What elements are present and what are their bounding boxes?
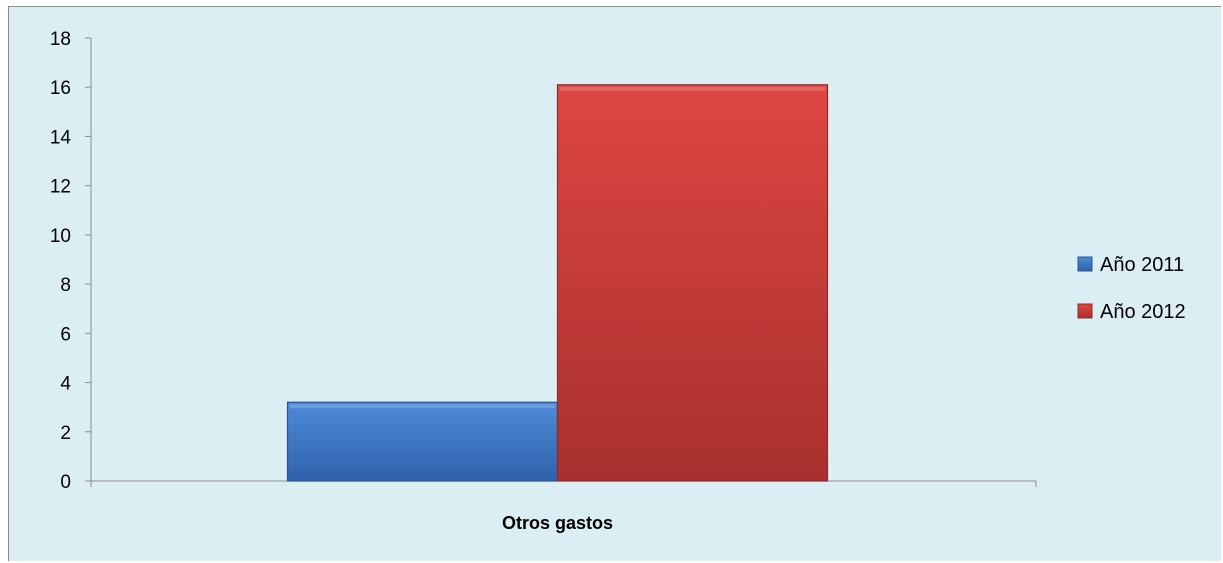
bar-año-2011: [286, 401, 559, 482]
bar-highlight: [289, 404, 556, 409]
y-tick-label: 18: [50, 29, 71, 50]
y-tick-label: 8: [60, 275, 71, 296]
labels: 0 2 4 6 8 10 12 14 16 18 Otros gastos: [50, 29, 613, 533]
y-tick-label: 0: [60, 472, 71, 493]
y-tick-label: 6: [60, 324, 71, 345]
y-tick-label: 14: [50, 127, 72, 148]
bar-año-2012: [556, 84, 829, 482]
legend-swatch: [1077, 303, 1093, 319]
legend-label: Año 2012: [1100, 301, 1186, 323]
bar-highlight: [559, 86, 826, 91]
y-tick-label: 12: [50, 177, 71, 198]
y-tick-label: 2: [60, 423, 71, 444]
legend-swatch: [1077, 256, 1093, 272]
legend-label: Año 2011: [1100, 254, 1184, 276]
legend: Año 2011 Año 2012: [1077, 254, 1186, 323]
bars: [286, 84, 829, 482]
y-tick-label: 16: [50, 78, 71, 99]
x-category-label: Otros gastos: [502, 513, 613, 533]
y-tick-label: 4: [60, 374, 71, 395]
y-tick-label: 10: [50, 226, 71, 247]
